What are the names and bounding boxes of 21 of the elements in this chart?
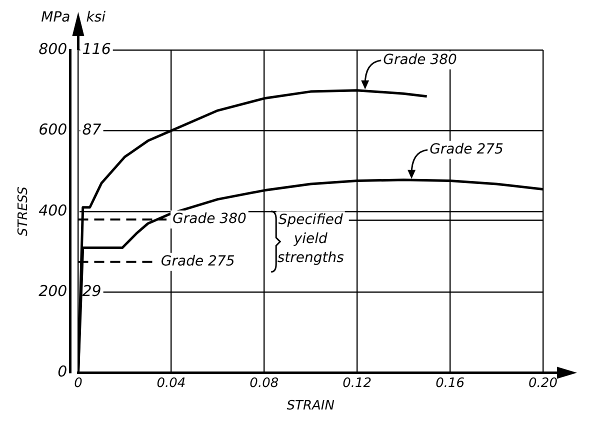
annotation: Specified yield strengths <box>277 212 344 266</box>
x-tick-label: 0.20 <box>528 376 558 391</box>
y-tick-label: 600 <box>38 120 68 139</box>
text: ksi <box>86 10 106 26</box>
y-tick-label: 800 <box>38 40 68 58</box>
x-tick-label: 0.16 <box>436 376 465 391</box>
ref-line-label: Grade 380 <box>172 211 246 228</box>
y-tick-label: 200 <box>38 282 68 300</box>
x-tick-label: 0.04 <box>156 376 186 391</box>
y2-tick-label: 116 <box>82 40 111 58</box>
x-tick-label: 0.12 <box>342 376 372 391</box>
y2-tick-label: 87 <box>82 120 102 139</box>
y-tick-label: 400 <box>38 201 68 220</box>
y-axis-title: STRESS <box>16 186 32 236</box>
ref-line-label: Grade 275 <box>160 253 235 270</box>
text: MPa <box>41 10 70 26</box>
x-axis-title: STRAIN <box>286 398 335 414</box>
x-tick-label: 0.08 <box>250 376 279 391</box>
series-label: Grade 380 <box>383 52 458 68</box>
series-label: Grade 275 <box>430 142 504 158</box>
x-tick-label: 0 <box>74 376 82 391</box>
